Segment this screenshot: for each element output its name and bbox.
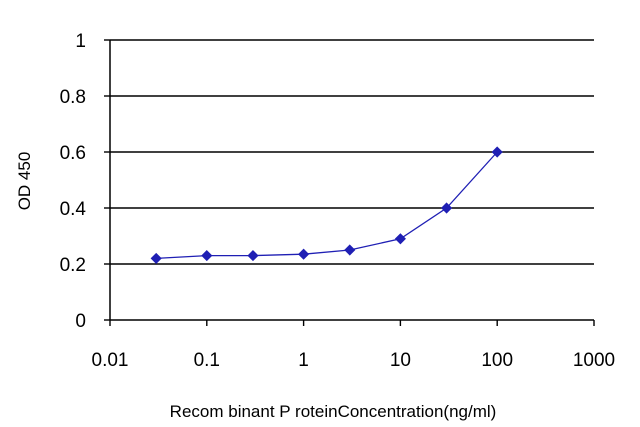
series-group [150, 146, 503, 264]
y-tick-label: 0 [75, 311, 86, 332]
x-tick-label: 100 [481, 350, 513, 371]
y-tick-label: 0.8 [60, 87, 86, 108]
x-tick-label: 0.1 [194, 350, 220, 371]
x-tick-label: 1000 [573, 350, 615, 371]
data-point [441, 202, 453, 214]
y-ticks: 0 0.2 0.4 0.6 0.8 1 [60, 31, 110, 332]
x-tick-label: 0.01 [92, 350, 129, 371]
y-axis-title: OD 450 [15, 152, 34, 211]
data-point [150, 252, 162, 264]
y-tick-label: 0.2 [60, 255, 86, 276]
data-point [201, 250, 213, 262]
data-point [344, 244, 356, 256]
x-tick-label: 10 [390, 350, 411, 371]
data-point [491, 146, 503, 158]
series-line-0 [156, 151, 498, 260]
x-ticks: 0.01 0.1 1 10 100 1000 [92, 320, 615, 371]
x-axis-title: Recom binant P roteinConcentration(ng/ml… [170, 402, 497, 421]
gridlines [110, 39, 594, 265]
data-point [247, 250, 259, 262]
data-point [394, 233, 406, 245]
y-tick-label: 0.6 [60, 143, 86, 164]
y-tick-label: 1 [75, 31, 86, 52]
y-tick-label: 0.4 [60, 199, 87, 220]
x-tick-label: 1 [298, 350, 309, 371]
data-point [298, 248, 310, 260]
